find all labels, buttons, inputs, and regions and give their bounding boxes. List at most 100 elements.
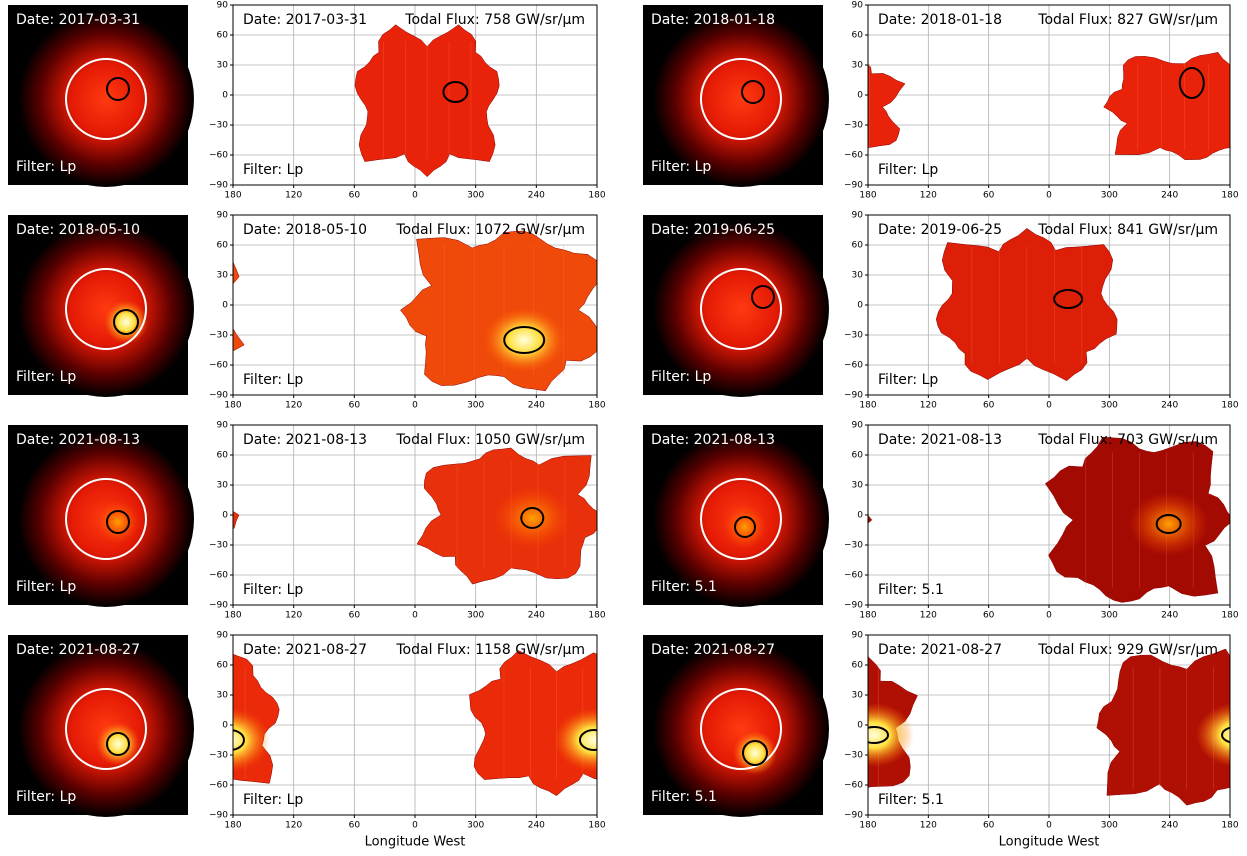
map-date: Date: 2019-06-25 bbox=[878, 222, 1002, 238]
y-tick-label: −30 bbox=[844, 331, 863, 341]
y-tick-label: −60 bbox=[209, 151, 228, 161]
y-tick-label: 0 bbox=[857, 511, 863, 521]
x-tick-label: 240 bbox=[528, 401, 545, 411]
image-date: Date: 2018-01-18 bbox=[651, 12, 775, 28]
x-tick-label: 0 bbox=[412, 611, 418, 621]
x-tick-label: 240 bbox=[528, 191, 545, 201]
image-filter: Filter: Lp bbox=[651, 369, 711, 385]
y-tick-label: 90 bbox=[217, 421, 229, 431]
y-tick-label: 0 bbox=[857, 301, 863, 311]
y-tick-label: 30 bbox=[852, 271, 864, 281]
x-tick-label: 0 bbox=[412, 401, 418, 411]
map-flux: Todal Flux: 1158 GW/sr/μm bbox=[395, 642, 585, 658]
x-tick-label: 60 bbox=[349, 821, 361, 831]
y-tick-label: 30 bbox=[217, 61, 229, 71]
y-tick-label: −90 bbox=[844, 391, 863, 401]
y-tick-label: −90 bbox=[209, 181, 228, 191]
y-tick-label: 30 bbox=[852, 61, 864, 71]
y-tick-label: −60 bbox=[209, 361, 228, 371]
map-filter: Filter: 5.1 bbox=[878, 792, 944, 808]
x-tick-label: 0 bbox=[412, 821, 418, 831]
map-flux: Todal Flux: 827 GW/sr/μm bbox=[1037, 12, 1218, 28]
map-date: Date: 2021-08-27 bbox=[243, 642, 367, 658]
x-tick-label: 180 bbox=[1221, 401, 1238, 411]
y-tick-label: 0 bbox=[222, 511, 228, 521]
map-filter: Filter: Lp bbox=[243, 162, 303, 178]
x-tick-label: 180 bbox=[1221, 611, 1238, 621]
x-tick-label: 180 bbox=[588, 401, 605, 411]
x-tick-label: 300 bbox=[1101, 191, 1118, 201]
y-tick-label: −60 bbox=[209, 781, 228, 791]
x-tick-label: 180 bbox=[588, 191, 605, 201]
y-tick-label: 60 bbox=[217, 451, 229, 461]
map-filter: Filter: Lp bbox=[878, 372, 938, 388]
map-date: Date: 2021-08-13 bbox=[243, 432, 367, 448]
image-filter: Filter: Lp bbox=[16, 369, 76, 385]
image-panel: Date: 2018-05-10 Filter: Lp bbox=[8, 215, 194, 397]
y-tick-label: 0 bbox=[857, 91, 863, 101]
x-tick-label: 240 bbox=[1161, 821, 1178, 831]
x-tick-label: 180 bbox=[859, 401, 876, 411]
x-tick-label: 120 bbox=[285, 191, 302, 201]
image-hotspot bbox=[96, 500, 140, 544]
x-tick-label: 300 bbox=[1101, 611, 1118, 621]
y-tick-label: −60 bbox=[844, 361, 863, 371]
x-tick-label: 0 bbox=[1046, 401, 1052, 411]
x-tick-label: 240 bbox=[528, 821, 545, 831]
y-tick-label: 0 bbox=[222, 91, 228, 101]
y-tick-label: 30 bbox=[217, 691, 229, 701]
x-axis-label: Longitude West bbox=[365, 835, 466, 850]
image-panel: Date: 2017-03-31 Filter: Lp bbox=[8, 5, 194, 187]
x-tick-label: 0 bbox=[1046, 611, 1052, 621]
y-tick-label: −60 bbox=[844, 151, 863, 161]
map-filter: Filter: 5.1 bbox=[878, 582, 944, 598]
y-tick-label: 60 bbox=[217, 661, 229, 671]
x-tick-label: 60 bbox=[983, 611, 995, 621]
y-tick-label: 90 bbox=[852, 421, 864, 431]
image-panel: Date: 2021-08-27Filter: Lp bbox=[8, 635, 194, 817]
y-tick-label: 30 bbox=[852, 691, 864, 701]
y-tick-label: 90 bbox=[852, 211, 864, 221]
image-filter: Filter: Lp bbox=[16, 159, 76, 175]
image-hotspot bbox=[723, 505, 767, 549]
y-tick-label: 90 bbox=[217, 1, 229, 11]
x-tick-label: 120 bbox=[920, 401, 937, 411]
y-tick-label: −30 bbox=[209, 541, 228, 551]
map-date: Date: 2021-08-27 bbox=[878, 642, 1002, 658]
x-tick-label: 180 bbox=[859, 821, 876, 831]
map-flux: Todal Flux: 929 GW/sr/μm bbox=[1037, 642, 1218, 658]
map-flux: Todal Flux: 1050 GW/sr/μm bbox=[395, 432, 585, 448]
y-tick-label: −90 bbox=[844, 811, 863, 821]
image-filter: Filter: 5.1 bbox=[651, 789, 717, 805]
y-tick-label: −30 bbox=[209, 121, 228, 131]
x-tick-label: 300 bbox=[467, 611, 484, 621]
y-tick-label: 30 bbox=[217, 481, 229, 491]
y-tick-label: −90 bbox=[209, 811, 228, 821]
image-panel: Date: 2021-08-13Filter: Lp bbox=[8, 425, 194, 607]
map-flux: Todal Flux: 841 GW/sr/μm bbox=[1037, 222, 1218, 238]
image-panel: Date: 2018-01-18Filter: Lp bbox=[643, 5, 829, 187]
x-tick-label: 240 bbox=[1161, 191, 1178, 201]
image-panel: Date: 2021-08-27Filter: 5.1 bbox=[643, 635, 829, 817]
map-filter: Filter: Lp bbox=[243, 792, 303, 808]
image-date: Date: 2021-08-27 bbox=[16, 642, 140, 658]
x-tick-label: 180 bbox=[859, 611, 876, 621]
y-tick-label: −30 bbox=[209, 751, 228, 761]
map-hotspot-glow bbox=[1129, 492, 1209, 556]
x-tick-label: 60 bbox=[349, 401, 361, 411]
y-tick-label: −30 bbox=[209, 331, 228, 341]
image-date: Date: 2017-03-31 bbox=[16, 12, 140, 28]
x-tick-label: 180 bbox=[1221, 191, 1238, 201]
x-tick-label: 120 bbox=[285, 821, 302, 831]
y-tick-label: 60 bbox=[852, 661, 864, 671]
x-tick-label: 60 bbox=[349, 611, 361, 621]
y-tick-label: −60 bbox=[844, 781, 863, 791]
x-tick-label: 0 bbox=[412, 191, 418, 201]
x-tick-label: 300 bbox=[467, 191, 484, 201]
y-tick-label: 90 bbox=[217, 631, 229, 641]
y-tick-label: −90 bbox=[209, 601, 228, 611]
image-date: Date: 2018-05-10 bbox=[16, 222, 140, 238]
x-tick-label: 120 bbox=[285, 401, 302, 411]
image-hotspot bbox=[104, 300, 148, 344]
